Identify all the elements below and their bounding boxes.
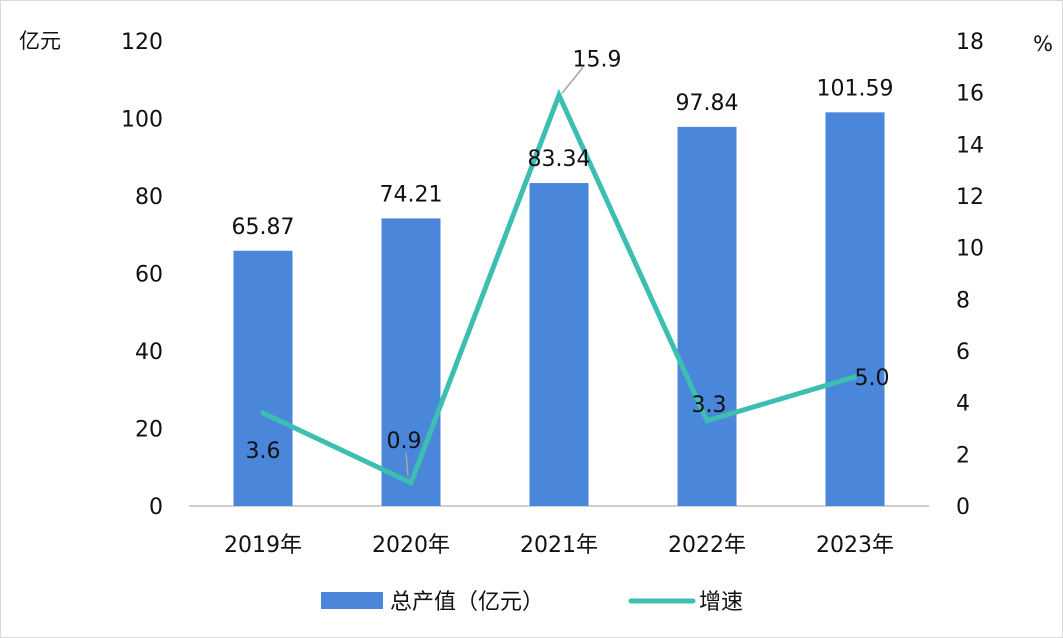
line-data-label: 5.0 [855,366,890,391]
y-right-tick-label: 8 [956,288,970,313]
bar [529,183,589,506]
y-left-unit-label: 亿元 [19,29,61,53]
y-right-unit-label: % [1033,32,1053,56]
line-data-labels: 3.6 0.9 15.9 3.3 5.0 [246,47,890,477]
line-series [260,88,858,487]
legend-label-bar: 总产值（亿元） [390,590,544,615]
bar-data-label: 65.87 [232,215,295,240]
growth-point [852,374,858,380]
growth-point [260,410,266,416]
y-right-tick-label: 6 [956,340,970,365]
bar [381,218,441,506]
legend-label-line: 增速 [699,590,743,615]
y-right-tick-label: 0 [956,495,970,520]
x-tick-label: 2023年 [816,533,894,558]
y-left-axis-ticks: 0 20 40 60 80 100 120 [121,30,163,520]
y-right-tick-label: 18 [956,30,984,55]
x-axis-ticks: 2019年 2020年 2021年 2022年 2023年 [224,533,894,558]
growth-point [704,418,710,424]
bar-data-label: 83.34 [528,147,591,172]
y-left-tick-label: 120 [121,30,163,55]
line-data-label: 3.3 [692,393,727,418]
y-left-tick-label: 0 [149,495,163,520]
bar [677,126,737,507]
line-label-leader [561,66,584,94]
y-right-tick-label: 16 [956,82,984,107]
line-data-label: 3.6 [246,439,281,464]
legend: 总产值（亿元） 增速 [321,590,743,615]
bar [825,112,885,507]
bar-data-label: 97.84 [676,91,739,116]
line-data-label: 0.9 [387,429,422,454]
growth-point [408,480,414,486]
line-label-leader [405,452,409,477]
y-right-tick-label: 2 [956,443,970,468]
y-right-axis-ticks: 0 2 4 6 8 10 12 14 16 18 [956,30,984,520]
y-left-tick-label: 20 [135,418,163,443]
y-left-tick-label: 100 [121,108,163,133]
x-tick-label: 2019年 [224,533,302,558]
y-left-tick-label: 80 [135,185,163,210]
y-right-tick-label: 12 [956,185,984,210]
bar-data-label: 74.21 [380,182,443,207]
y-right-tick-label: 14 [956,133,984,158]
bar-data-label: 101.59 [817,76,894,101]
bar-data-labels: 65.87 74.21 83.34 97.84 101.59 [232,76,894,239]
y-left-tick-label: 40 [135,340,163,365]
y-right-tick-label: 4 [956,392,970,417]
y-left-tick-label: 60 [135,263,163,288]
x-tick-label: 2022年 [668,533,746,558]
legend-swatch-bar [321,592,383,609]
y-right-tick-label: 10 [956,237,984,262]
x-tick-label: 2021年 [520,533,598,558]
line-data-label: 15.9 [573,47,622,72]
growth-point [556,92,562,98]
x-tick-label: 2020年 [372,533,450,558]
bar [233,250,293,506]
bar-series [233,112,885,507]
